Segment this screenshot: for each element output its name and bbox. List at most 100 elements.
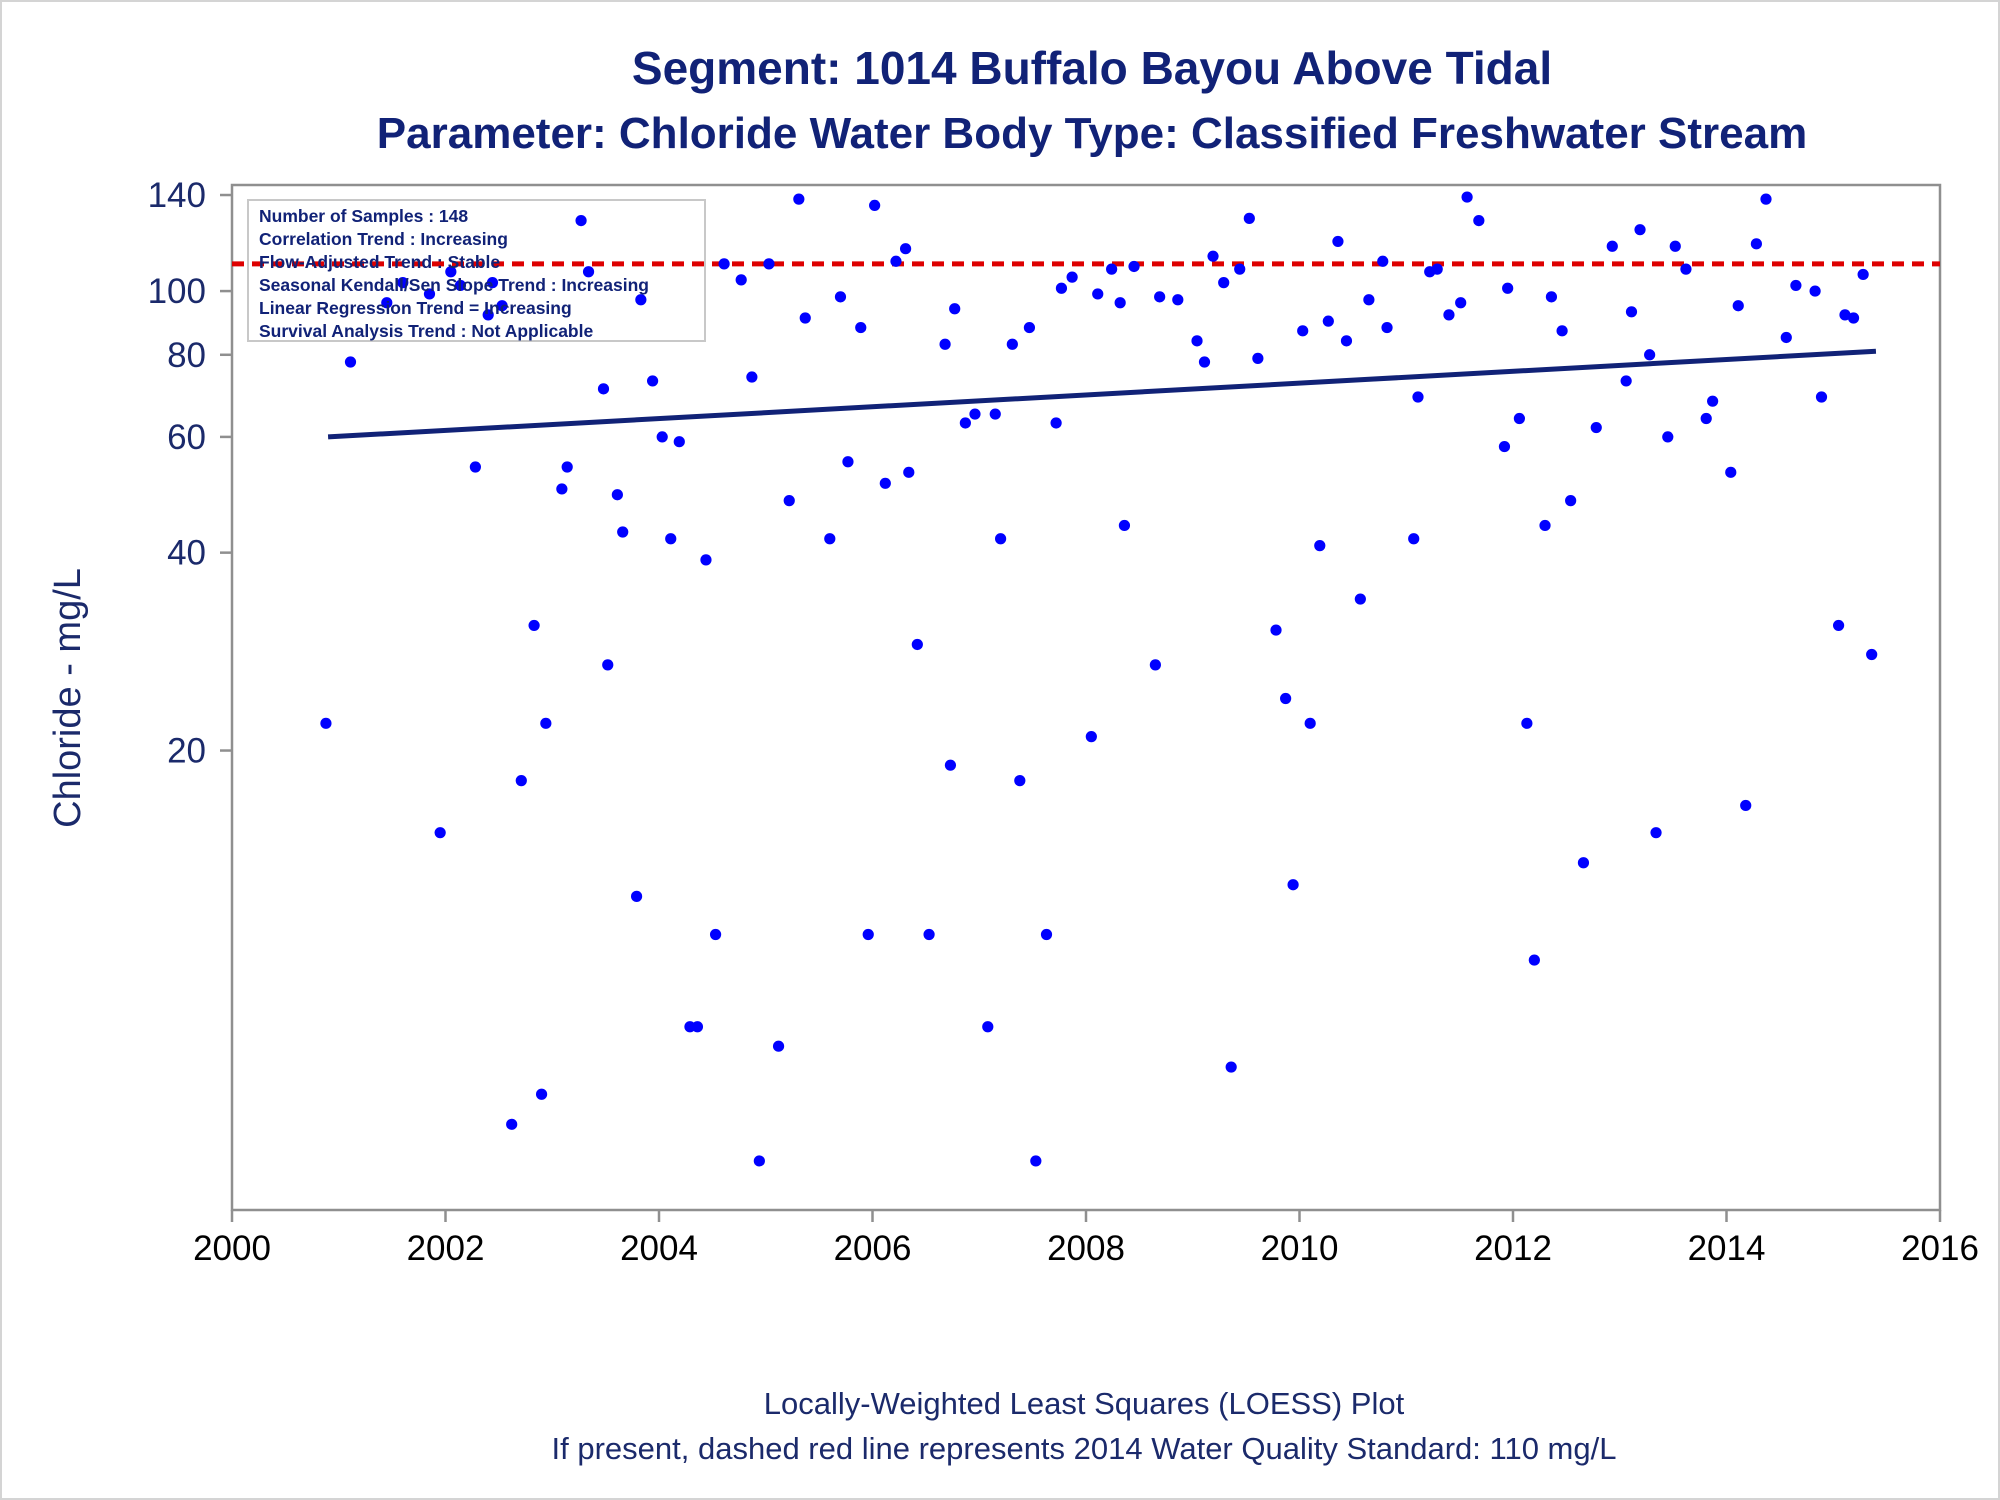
- data-point: [1502, 282, 1514, 294]
- data-point: [1513, 412, 1526, 425]
- data-point: [1740, 799, 1752, 812]
- data-point: [630, 890, 643, 902]
- data-point: [1866, 648, 1878, 661]
- data-point: [1106, 263, 1118, 275]
- data-point: [923, 928, 935, 941]
- data-point: [1443, 309, 1455, 321]
- data-point: [1252, 352, 1264, 364]
- data-point: [1455, 297, 1467, 309]
- data-point: [691, 1021, 704, 1033]
- data-point: [824, 533, 836, 545]
- data-point: [1809, 285, 1821, 297]
- data-point: [1172, 294, 1184, 306]
- data-point: [862, 928, 874, 941]
- data-point: [1498, 440, 1511, 453]
- x-tick-label: 2014: [1688, 1229, 1766, 1268]
- data-point: [1118, 519, 1131, 532]
- data-point: [496, 300, 508, 312]
- footnote-1: Locally-Weighted Least Squares (LOESS) P…: [764, 1386, 1405, 1421]
- data-point: [1815, 391, 1828, 403]
- data-point: [1625, 306, 1638, 318]
- data-point: [535, 1088, 548, 1100]
- data-point: [1606, 240, 1618, 252]
- data-point: [1270, 624, 1282, 636]
- data-point: [397, 277, 409, 289]
- y-tick-label: 100: [148, 272, 206, 311]
- data-point: [995, 533, 1007, 545]
- stats-line: Survival Analysis Trend : Not Applicable: [259, 321, 593, 341]
- data-point: [772, 1040, 785, 1052]
- data-point: [869, 199, 881, 212]
- x-tick-label: 2016: [1901, 1229, 1979, 1268]
- data-point: [635, 294, 647, 306]
- data-point: [1287, 879, 1299, 891]
- data-point: [1322, 315, 1334, 327]
- data-point: [855, 321, 867, 334]
- footnote-2: If present, dashed red line represents 2…: [552, 1431, 1617, 1466]
- data-point: [1023, 321, 1036, 334]
- data-point: [1634, 224, 1646, 236]
- data-point: [1650, 827, 1662, 839]
- data-point: [445, 266, 457, 278]
- loess-trend-line: [327, 348, 1877, 440]
- data-point: [799, 312, 811, 324]
- data-point: [899, 243, 912, 255]
- data-point: [1545, 291, 1558, 303]
- data-point: [656, 431, 668, 443]
- data-point: [1014, 775, 1026, 787]
- data-point: [1473, 215, 1485, 227]
- data-point: [320, 717, 332, 729]
- data-point: [575, 215, 587, 227]
- data-point: [1412, 391, 1424, 403]
- data-point: [879, 477, 891, 489]
- y-tick-label: 80: [167, 336, 206, 375]
- data-point: [1408, 533, 1420, 545]
- data-point: [1790, 279, 1802, 292]
- y-tick-label: 40: [167, 534, 206, 573]
- data-point: [1207, 250, 1219, 262]
- data-point: [753, 1155, 765, 1167]
- data-point: [1725, 466, 1737, 478]
- data-point: [1006, 338, 1018, 350]
- data-point: [1680, 263, 1692, 275]
- data-point: [700, 554, 712, 566]
- data-point: [1381, 321, 1393, 334]
- y-tick-label: 140: [148, 176, 206, 215]
- data-point: [1707, 395, 1719, 407]
- data-point: [735, 274, 747, 286]
- data-point: [482, 309, 494, 321]
- data-point: [763, 258, 775, 270]
- data-point: [944, 759, 957, 771]
- y-axis-label: Chloride - mg/L: [47, 568, 89, 828]
- data-point: [561, 461, 573, 473]
- data-point: [506, 1118, 518, 1130]
- data-point: [1760, 193, 1772, 205]
- data-point: [1297, 325, 1309, 337]
- x-tick-label: 2002: [407, 1229, 485, 1268]
- data-point: [1461, 191, 1473, 203]
- data-point: [911, 638, 923, 651]
- data-point: [1225, 1061, 1237, 1073]
- data-point: [528, 619, 540, 632]
- data-point: [434, 827, 446, 839]
- data-point: [1243, 212, 1255, 224]
- data-point: [665, 533, 677, 545]
- data-point: [1055, 282, 1068, 294]
- data-point: [1662, 431, 1674, 443]
- data-point: [746, 371, 758, 383]
- stats-line: Seasonal Kendall/Sen Slope Trend : Incre…: [259, 275, 649, 295]
- data-point: [1191, 335, 1203, 347]
- data-point: [515, 775, 527, 787]
- data-point: [1750, 238, 1762, 250]
- data-point: [1085, 731, 1097, 743]
- data-point: [1030, 1155, 1042, 1167]
- data-point: [1128, 260, 1140, 273]
- data-point: [1040, 928, 1053, 941]
- data-point: [1198, 356, 1211, 368]
- data-point: [1431, 263, 1443, 275]
- data-point: [1780, 331, 1792, 344]
- data-point: [1377, 255, 1389, 267]
- data-point: [793, 193, 805, 205]
- stats-line: Number of Samples : 148: [259, 206, 468, 226]
- data-point: [842, 456, 854, 468]
